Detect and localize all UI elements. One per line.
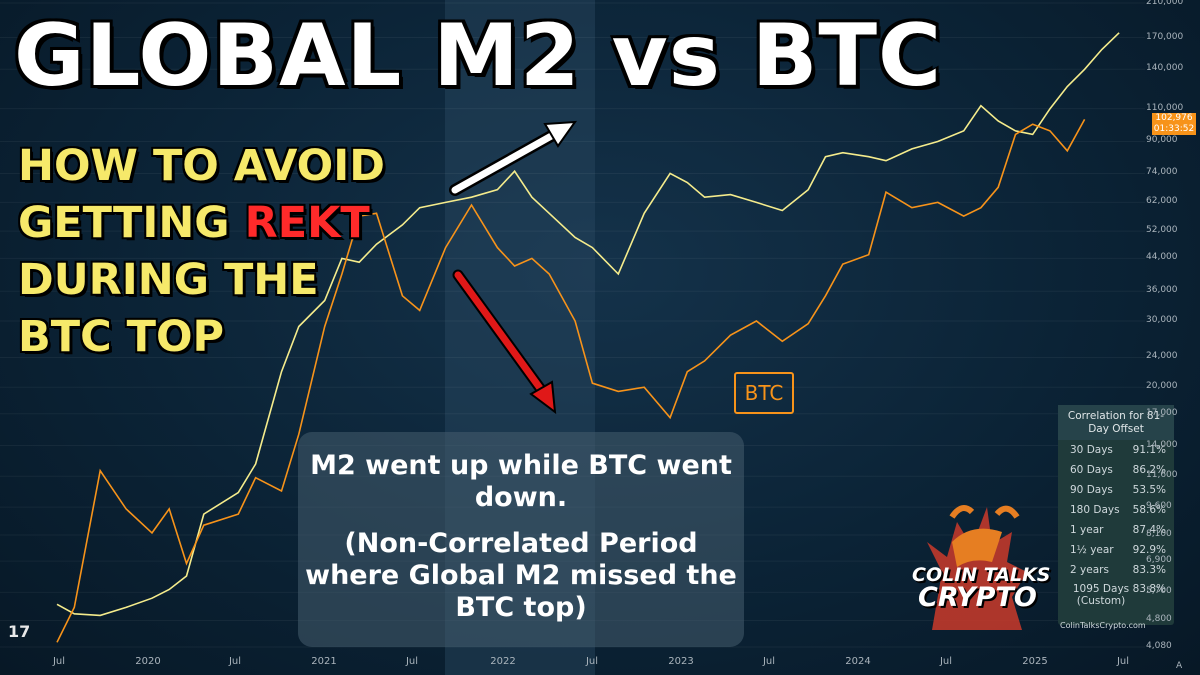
y-tick-label: 210,000 — [1146, 0, 1184, 7]
correlation-row: 180 Days 58.6% — [1058, 500, 1174, 520]
y-tick-label: 4,080 — [1146, 641, 1172, 651]
y-tick-label: 44,000 — [1146, 252, 1178, 263]
correlation-row: 30 Days 91.1% — [1058, 440, 1174, 460]
callout-line-2: (Non-Correlated Period where Global M2 m… — [305, 528, 737, 623]
logo-text-line-1: COLIN TALKS — [912, 564, 1051, 586]
correlation-row: 2 years 83.3% — [1058, 560, 1174, 580]
tradingview-logo-icon[interactable]: 17 — [8, 622, 31, 641]
x-tick-label: Jul — [405, 656, 419, 667]
correlation-row: 90 Days 53.5% — [1058, 480, 1174, 500]
correlation-row: 1095 Days (Custom) 83.8% — [1058, 580, 1174, 611]
correlation-period: 1½ year — [1070, 544, 1114, 556]
y-tick-label: 6,900 — [1146, 555, 1172, 566]
countdown-time: 01:33:52 — [1153, 124, 1195, 134]
subtitle: HOW TO AVOID GETTING REKT DURING THE BTC… — [18, 138, 385, 366]
x-tick-label: Jul — [1116, 656, 1130, 667]
y-tick-label: 5,700 — [1146, 586, 1172, 597]
correlation-value: 83.8% — [1132, 583, 1166, 595]
y-tick-label: 52,000 — [1146, 225, 1178, 236]
x-tick-label: Jul — [762, 656, 776, 667]
y-tick-label: 4,800 — [1146, 614, 1172, 625]
auto-scale-button[interactable]: A — [1176, 661, 1183, 671]
y-tick-label: 8,100 — [1146, 528, 1172, 539]
x-tick-label: 2021 — [311, 656, 337, 667]
correlation-value: 83.3% — [1132, 564, 1166, 576]
correlation-value: 53.5% — [1132, 484, 1166, 496]
x-tick-label: Jul — [52, 656, 66, 667]
page-title: GLOBAL M2 vs BTC — [14, 6, 943, 106]
correlation-value: 87.4% — [1132, 524, 1166, 536]
y-tick-label: 170,000 — [1146, 31, 1184, 42]
correlation-period: 60 Days — [1070, 464, 1113, 476]
correlation-period: 90 Days — [1070, 484, 1113, 496]
x-tick-label: 2020 — [135, 656, 161, 667]
y-tick-label: 110,000 — [1146, 102, 1184, 113]
x-tick-label: 2025 — [1022, 656, 1048, 667]
x-tick-label: Jul — [939, 656, 953, 667]
subtitle-line-4: BTC TOP — [18, 312, 225, 362]
y-tick-label: 140,000 — [1146, 63, 1184, 74]
website-url[interactable]: ColinTalksCrypto.com — [1060, 621, 1146, 630]
white-arrow — [449, 120, 578, 196]
correlation-header: Correlation for 81-Day Offset — [1058, 405, 1174, 440]
correlation-period: 1 year — [1070, 524, 1104, 536]
y-tick-label: 9,600 — [1146, 501, 1172, 512]
x-tick-label: 2022 — [490, 656, 516, 667]
y-tick-label: 11,600 — [1146, 470, 1178, 481]
callout-box: M2 went up while BTC went down. (Non-Cor… — [298, 432, 744, 647]
correlation-value: 92.9% — [1132, 544, 1166, 556]
correlation-period: 30 Days — [1070, 444, 1113, 456]
y-tick-label: 36,000 — [1146, 285, 1178, 296]
x-tick-label: Jul — [228, 656, 242, 667]
btc-series-label: BTC — [734, 372, 794, 414]
bull-logo-icon — [927, 505, 1027, 630]
correlation-value: 86.2% — [1132, 464, 1166, 476]
correlation-row: 60 Days 86.2% — [1058, 460, 1174, 480]
series-line-m2 — [56, 32, 1120, 617]
y-tick-label: 30,000 — [1146, 314, 1178, 325]
subtitle-line-2: GETTING REKT — [18, 195, 385, 252]
correlation-period: 180 Days — [1070, 504, 1120, 516]
subtitle-line-3: DURING THE — [18, 255, 319, 305]
correlation-value: 91.1% — [1132, 444, 1166, 456]
y-tick-label: 20,000 — [1146, 381, 1178, 392]
y-tick-label: 90,000 — [1146, 135, 1178, 146]
current-price: 102,976 — [1155, 113, 1193, 123]
series-line-btc — [56, 119, 1086, 643]
correlation-value: 58.6% — [1132, 504, 1166, 516]
correlation-period: 1095 Days (Custom) — [1072, 583, 1130, 607]
correlation-period: 2 years — [1070, 564, 1109, 576]
red-arrow — [452, 269, 557, 415]
current-price-tag: 102,976 01:33:52 — [1152, 113, 1196, 135]
y-tick-label: 24,000 — [1146, 351, 1178, 362]
y-tick-label: 74,000 — [1146, 167, 1178, 178]
y-tick-label: 17,000 — [1146, 407, 1178, 418]
correlation-row: 1 year 87.4% — [1058, 520, 1174, 540]
x-tick-label: Jul — [585, 656, 599, 667]
logo-text-line-2: CRYPTO — [918, 582, 1037, 613]
x-tick-label: 2024 — [845, 656, 871, 667]
correlation-row: 1½ year 92.9% — [1058, 540, 1174, 560]
subtitle-getting: GETTING — [18, 198, 230, 248]
subtitle-line-1: HOW TO AVOID — [18, 141, 385, 191]
y-tick-label: 14,000 — [1146, 439, 1178, 450]
y-tick-label: 62,000 — [1146, 196, 1178, 207]
x-tick-label: 2023 — [668, 656, 694, 667]
correlation-table: Correlation for 81-Day Offset 30 Days 91.… — [1058, 405, 1174, 625]
callout-line-1: M2 went up while BTC went down. — [310, 450, 732, 513]
subtitle-rekt: REKT — [244, 198, 370, 248]
